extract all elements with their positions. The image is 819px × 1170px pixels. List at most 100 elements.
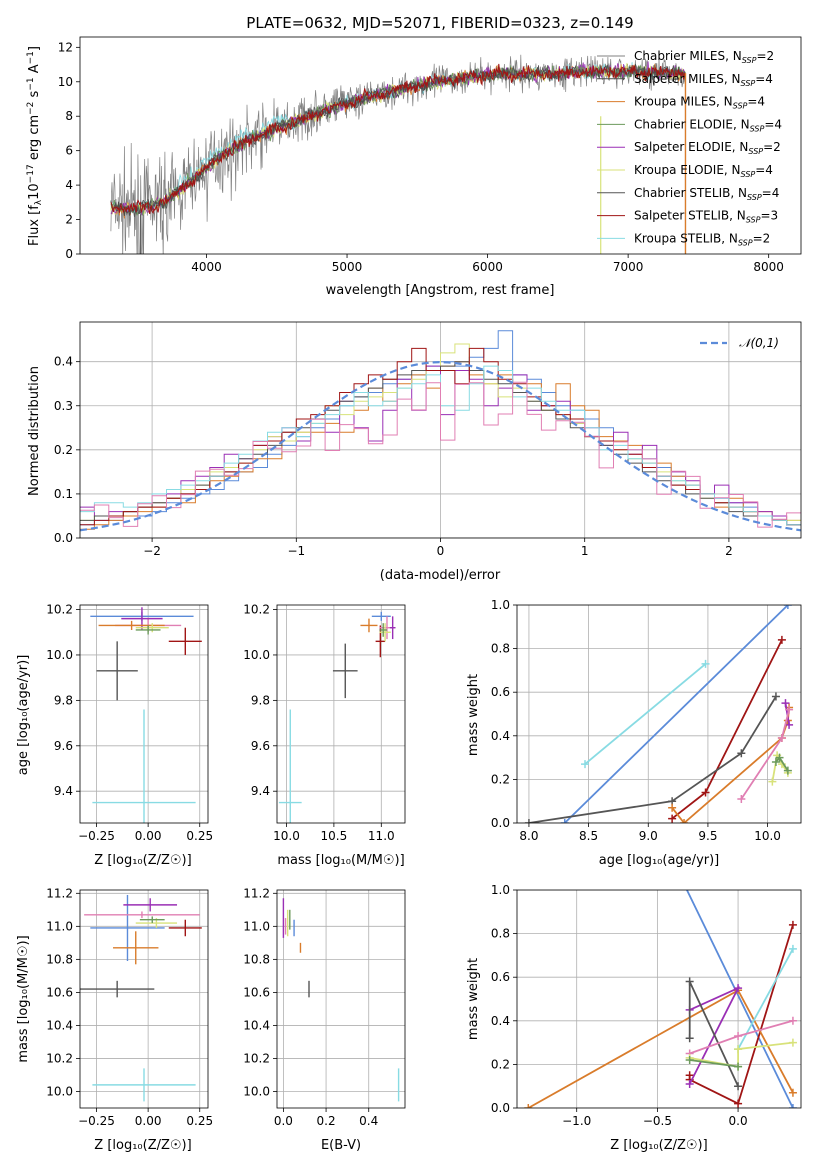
massweight-vs-age-xlabel: age [log₁₀(age/yr)] (599, 853, 720, 868)
age-vs-Z-panel: −0.25 0.00 0.25 9.4 9.6 9.8 10.0 10.2 Z [log₁₀(… (16, 603, 213, 868)
y-tick-label: 9.4 (54, 784, 73, 798)
y-tick-label: 1.0 (491, 883, 510, 897)
x-tick-label: −0.25 (78, 829, 115, 843)
mass-weight-marker (788, 1038, 797, 1047)
y-tick-label: 10.2 (243, 603, 270, 617)
axes-frame (79, 36, 802, 255)
mass-weight-marker (783, 605, 792, 609)
massweight-vs-age-ylabel: mass weight (466, 674, 481, 756)
mass-weight-marker (788, 920, 797, 929)
legend-label: Chabrier STELIB, NSSP=4 (634, 186, 779, 202)
x-tick-label: −2 (143, 544, 161, 558)
massweight-vs-age-panel: 8.0 8.5 9.0 9.5 10.0 0.0 0.2 0.4 0.6 0.8 1.0 age [… (466, 598, 802, 868)
model-spectrum-line (110, 62, 686, 214)
x-tick-label: 9.5 (698, 829, 717, 843)
y-tick-label: 0.4 (491, 1014, 510, 1028)
y-tick-label: 10.0 (243, 648, 270, 662)
mass-weight-line (671, 639, 783, 820)
y-tick-label: 10.4 (46, 1018, 73, 1032)
x-tick-label: 0.0 (729, 1114, 748, 1128)
x-tick-label: 9.0 (639, 829, 658, 843)
axes: −1.0 −0.5 0.0 0.0 0.2 0.4 0.6 0.8 1.0 (491, 883, 802, 1128)
x-tick-label: 0.2 (317, 1114, 336, 1128)
y-tick-label: 0.0 (54, 531, 73, 545)
mass-weight-marker (734, 984, 743, 993)
mass-weight-marker (788, 1104, 797, 1108)
y-tick-label: 0.0 (491, 816, 510, 830)
x-tick-label: 0.4 (359, 1114, 378, 1128)
spectrum-xlabel: wavelength [Angstrom, rest frame] (326, 283, 555, 298)
y-tick-label: 12 (58, 40, 73, 54)
age-vs-Z-ylabel: age [log₁₀(age/yr)] (16, 655, 31, 776)
x-tick-label: 8.0 (519, 829, 538, 843)
residuals-legend: 𝒩(0,1) (700, 336, 779, 350)
y-tick-label: 0.2 (491, 772, 510, 786)
axes: −0.25 0.00 0.25 9.4 9.6 9.8 10.0 10.2 (46, 603, 213, 843)
mass-weight-marker (668, 803, 677, 812)
mass-weight-line (740, 709, 790, 800)
x-tick-label: 0 (437, 544, 445, 558)
mass-weight-marker (788, 944, 797, 953)
age-vs-Z-xlabel: Z [log₁₀(Z/Z☉)] (94, 853, 191, 868)
mass-weight-line (689, 1059, 739, 1068)
axes: 10.0 10.5 11.0 9.4 9.6 9.8 10.0 10.2 (243, 603, 406, 843)
age-vs-mass-panel: 10.0 10.5 11.0 9.4 9.6 9.8 10.0 10.2 mass [log₁… (243, 603, 406, 868)
mass-weight-marker (685, 977, 694, 986)
y-tick-label: 10 (58, 75, 73, 89)
mass-weight-line (737, 948, 794, 1050)
legend-label: Kroupa ELODIE, NSSP=4 (634, 163, 773, 179)
age-vs-mass-xlabel: mass [log₁₀(M/M☉)] (277, 853, 404, 868)
model-spectrum-line (110, 63, 686, 214)
legend-label: Kroupa STELIB, NSSP=2 (634, 231, 770, 247)
y-tick-label: 0.8 (491, 927, 510, 941)
y-tick-label: 0.1 (54, 487, 73, 501)
mass-weight-marker (775, 753, 784, 762)
mass-weight-marker (685, 1034, 694, 1043)
mass-vs-Z-xlabel: Z [log₁₀(Z/Z☉)] (94, 1138, 191, 1153)
residuals-panel: −2 −1 0 1 2 0.0 0.1 0.2 0.3 0.4 𝒩(0,1) (data-model… (27, 321, 802, 583)
y-tick-label: 1.0 (491, 598, 510, 612)
axes-frame (516, 604, 802, 824)
axes-frame (276, 889, 406, 1109)
mass-weight-marker (680, 819, 689, 823)
plot-area (80, 322, 801, 538)
y-tick-label: 10.2 (46, 603, 73, 617)
x-tick-label: −0.25 (78, 1114, 115, 1128)
mass-weight-marker (737, 749, 746, 758)
x-tick-label: 6000 (472, 260, 503, 274)
residual-histogram-step (80, 347, 801, 526)
mass-weight-marker (560, 819, 569, 823)
massweight-vs-Z-panel: −1.0 −0.5 0.0 0.0 0.2 0.4 0.6 0.8 1.0 Z [log₁₀(Z… (466, 882, 802, 1153)
y-tick-label: 0 (65, 247, 73, 261)
mass-weight-line (564, 605, 789, 823)
y-tick-label: 0.6 (491, 685, 510, 699)
y-tick-label: 0.4 (54, 355, 73, 369)
mass-weight-marker (524, 1104, 533, 1108)
y-tick-label: 9.8 (54, 693, 73, 707)
massweight-vs-Z-xlabel: Z [log₁₀(Z/Z☉)] (610, 1138, 707, 1153)
model-spectrum-line (110, 61, 686, 216)
mass-weight-marker (734, 1062, 743, 1071)
y-tick-label: 11.0 (243, 919, 270, 933)
residuals-xlabel: (data-model)/error (380, 568, 501, 583)
mass-weight-marker (524, 819, 533, 823)
x-tick-label: 5000 (332, 260, 363, 274)
x-tick-label: 0.00 (135, 829, 162, 843)
mass-weight-marker (785, 705, 794, 714)
massweight-vs-Z-ylabel: mass weight (466, 958, 481, 1040)
x-tick-label: 0.00 (135, 1114, 162, 1128)
mass-weight-marker (681, 882, 689, 890)
mass-vs-ebv-xlabel: E(B-V) (321, 1138, 361, 1153)
y-tick-label: 10.0 (243, 1084, 270, 1098)
x-tick-label: 1 (581, 544, 589, 558)
y-tick-label: 0.0 (491, 1101, 510, 1115)
y-tick-label: 10.2 (243, 1051, 270, 1065)
mass-weight-marker (701, 659, 710, 668)
mass-weight-marker (734, 1099, 743, 1108)
mass-weight-marker (581, 760, 590, 769)
mass-weight-marker (777, 733, 786, 742)
mass-weight-marker (685, 1056, 694, 1065)
y-tick-label: 0.4 (491, 729, 510, 743)
x-tick-label: 2 (725, 544, 733, 558)
